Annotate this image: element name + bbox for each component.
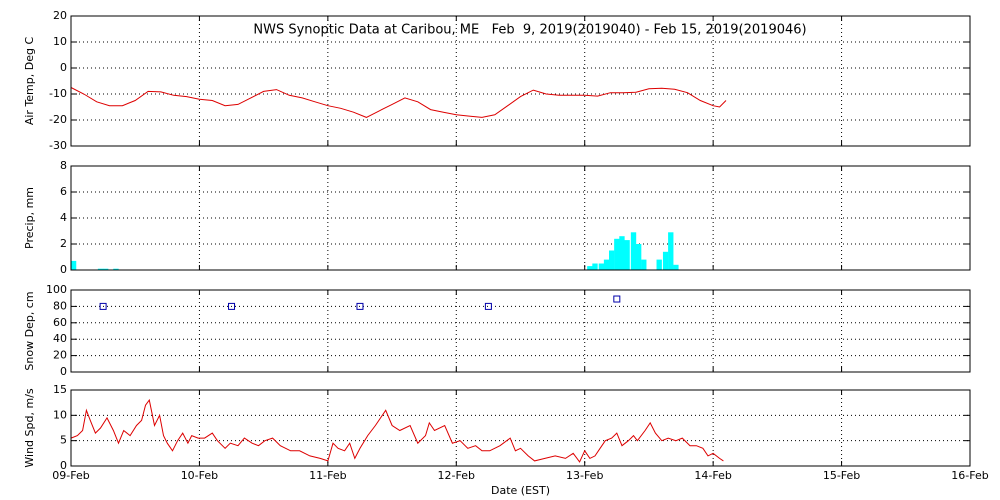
plot-frame [70, 289, 971, 373]
x-tick-label: 15-Feb [823, 469, 860, 482]
x-tick-label: 11-Feb [309, 469, 346, 482]
y-tick-label: 5 [60, 434, 67, 447]
bar [624, 240, 630, 270]
y-tick-label: 100 [46, 283, 67, 296]
bar [641, 259, 647, 270]
bar [598, 263, 605, 270]
y-tick-label: 0 [60, 459, 67, 472]
y-tick-label: 8 [60, 159, 67, 172]
bar [587, 266, 593, 270]
y-axis-label: Snow Dep, cm [23, 291, 36, 370]
bar [70, 260, 77, 270]
y-tick-label: 10 [53, 408, 67, 421]
bar [662, 251, 669, 270]
bar [97, 268, 104, 270]
bar [592, 263, 598, 270]
y-tick-label: 4 [60, 211, 67, 224]
line [70, 398, 724, 463]
bar [113, 268, 119, 270]
plot-frame [70, 389, 971, 467]
y-tick-label: 0 [60, 263, 67, 276]
y-tick-label: 40 [53, 332, 67, 345]
bar [668, 232, 674, 270]
y-axis-label: Air Temp, Deg C [23, 37, 36, 126]
point [613, 295, 621, 303]
y-tick-label: 10 [53, 35, 67, 48]
point [356, 302, 364, 310]
y-tick-label: 80 [53, 299, 67, 312]
y-axis-label: Precip, mm [23, 187, 36, 249]
bar [630, 232, 637, 270]
y-tick-label: 0 [60, 61, 67, 74]
x-tick-label: 14-Feb [694, 469, 731, 482]
x-tick-label: 13-Feb [566, 469, 603, 482]
bar [603, 259, 610, 270]
y-axis-label: Wind Spd, m/s [23, 388, 36, 468]
y-tick-label: 20 [53, 9, 67, 22]
bar [614, 238, 620, 270]
x-tick-label: 09-Feb [52, 469, 89, 482]
bar [673, 264, 679, 270]
y-tick-label: 15 [53, 383, 67, 396]
chart-title: NWS Synoptic Data at Caribou, ME Feb 9, … [253, 23, 806, 38]
x-axis-label: Date (EST) [491, 484, 550, 497]
bar [103, 268, 109, 270]
y-tick-label: 0 [60, 365, 67, 378]
bar [656, 259, 662, 270]
plot-frame [70, 165, 971, 271]
bar [609, 250, 615, 270]
y-tick-label: -30 [49, 139, 67, 152]
point [99, 302, 107, 310]
line [70, 87, 727, 118]
y-tick-label: 60 [53, 316, 67, 329]
point [484, 302, 492, 310]
bar [619, 236, 625, 270]
bar [635, 244, 642, 270]
y-tick-label: 2 [60, 237, 67, 250]
point [228, 302, 236, 310]
y-tick-label: 6 [60, 185, 67, 198]
y-tick-label: -20 [49, 113, 67, 126]
x-tick-label: 16-Feb [951, 469, 988, 482]
x-tick-label: 10-Feb [181, 469, 218, 482]
y-tick-label: -10 [49, 87, 67, 100]
x-tick-label: 12-Feb [438, 469, 475, 482]
plot-frame [70, 15, 971, 147]
y-tick-label: 20 [53, 349, 67, 362]
